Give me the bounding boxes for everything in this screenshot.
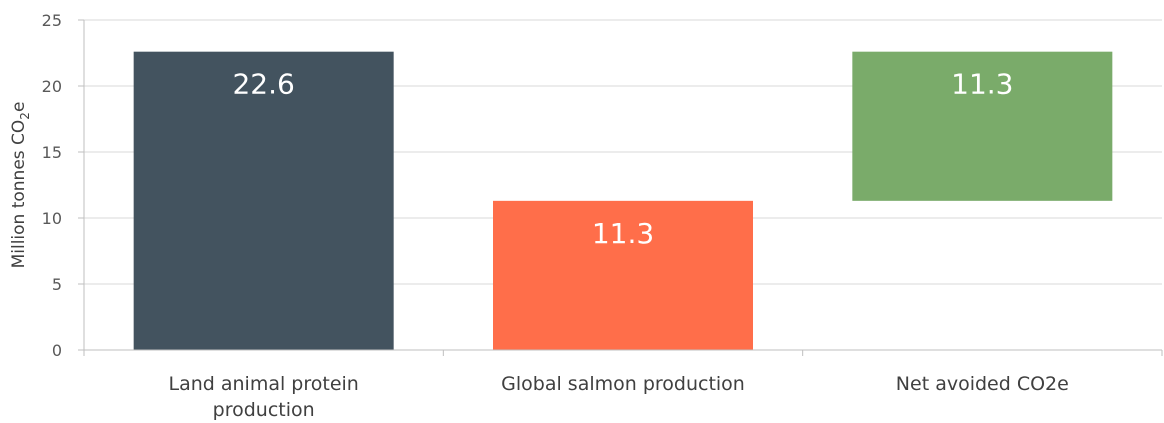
y-tick-label: 5 bbox=[52, 275, 62, 294]
y-axis-title-tail: e bbox=[9, 102, 29, 112]
bars bbox=[133, 51, 1113, 351]
bar bbox=[493, 200, 753, 350]
data-label: 11.3 bbox=[951, 68, 1013, 101]
data-label: 22.6 bbox=[232, 68, 294, 101]
y-tick-label: 10 bbox=[42, 209, 62, 228]
x-category-label: Land animal protein bbox=[168, 373, 358, 395]
y-tick-label: 20 bbox=[42, 77, 62, 96]
axes bbox=[78, 19, 1163, 356]
bar bbox=[133, 51, 394, 351]
y-axis-title-subscript: 2 bbox=[18, 112, 32, 120]
data-label: 11.3 bbox=[592, 217, 654, 250]
y-axis-title: Million tonnes CO2e bbox=[9, 102, 32, 269]
y-tick-label: 0 bbox=[52, 341, 62, 360]
x-category-label: production bbox=[213, 399, 315, 421]
bar bbox=[852, 51, 1113, 201]
y-tick-label: 25 bbox=[42, 11, 62, 30]
x-category-label: Net avoided CO2e bbox=[896, 373, 1069, 395]
labels: 0 5 10 15 20 25 22.6 11.3 11.3 Land animal protei… bbox=[42, 11, 1069, 421]
x-category-label: Global salmon production bbox=[501, 373, 745, 395]
y-axis-title-main: Million tonnes CO bbox=[9, 120, 29, 269]
y-tick-label: 15 bbox=[42, 143, 62, 162]
